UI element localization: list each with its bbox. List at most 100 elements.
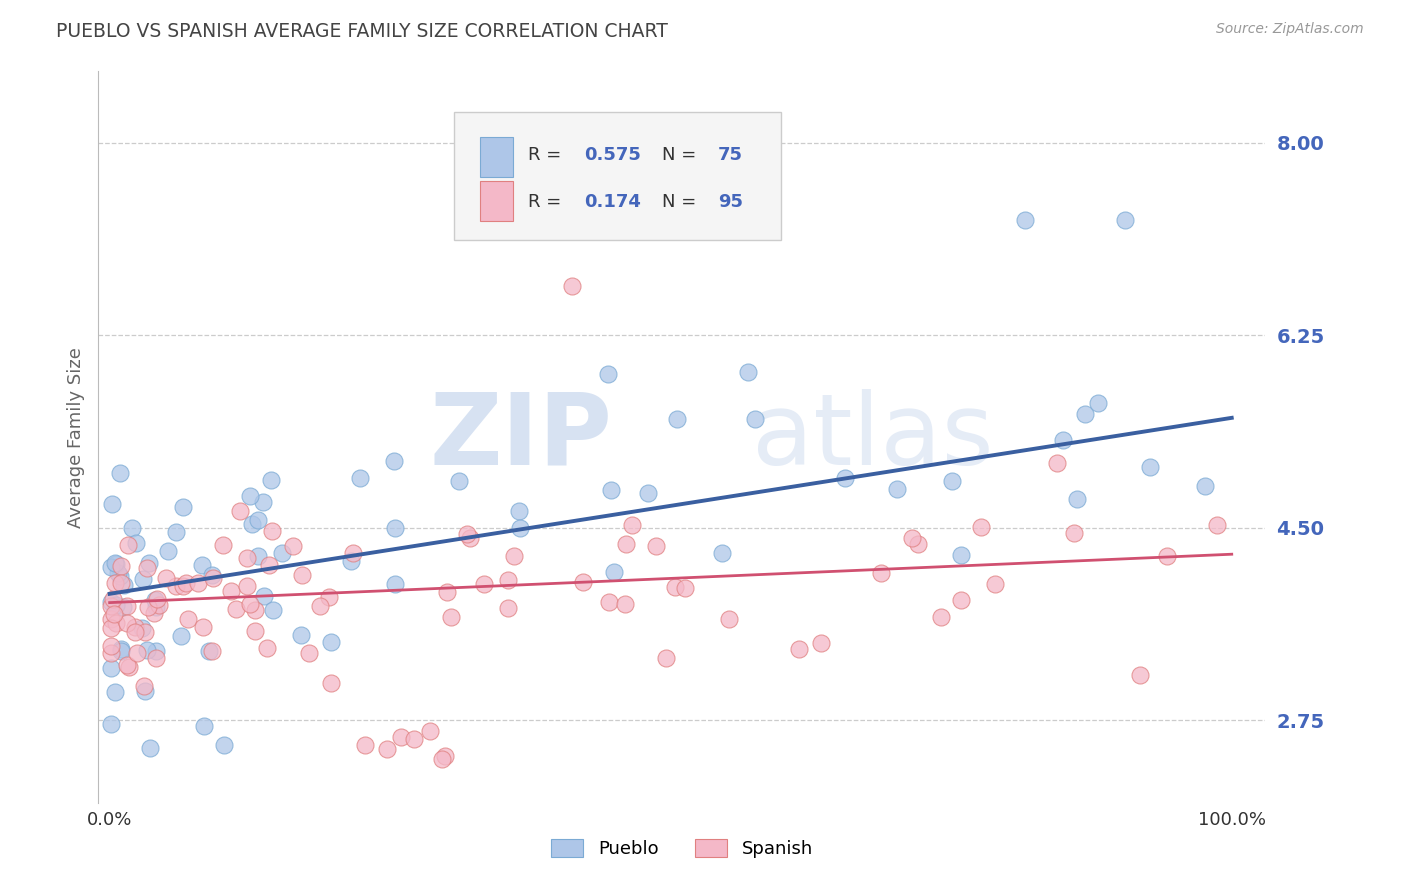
Point [613,597,636,611]
Point [384,577,406,591]
Point [508,503,530,517]
Point [949,592,972,607]
Point [193,719,215,733]
Point [100,622,122,636]
Point [941,474,963,488]
Point [1014,212,1036,227]
Point [105,558,128,572]
Point [252,495,274,509]
Point [637,486,659,500]
Point [148,599,170,613]
Point [124,620,146,634]
Point [614,536,637,550]
Point [419,723,441,738]
Point [136,600,159,615]
Point [291,568,314,582]
Point [929,610,952,624]
Point [132,679,155,693]
Point [155,571,177,585]
Point [787,642,810,657]
Point [1066,492,1088,507]
Point [281,540,304,554]
Point [717,612,740,626]
Point [100,595,122,609]
Point [1087,395,1109,409]
Text: Source: ZipAtlas.com: Source: ZipAtlas.com [1216,22,1364,37]
FancyBboxPatch shape [454,112,782,240]
Point [354,738,377,752]
Point [191,620,214,634]
Point [496,601,519,615]
Point [1052,434,1074,448]
Point [711,546,734,560]
Point [349,471,371,485]
Point [104,615,127,630]
Point [108,466,131,480]
Point [572,574,595,589]
Point [259,558,281,572]
Point [664,580,686,594]
Point [134,684,156,698]
Point [434,749,457,764]
Point [104,576,127,591]
Text: ZIP: ZIP [429,389,612,485]
Point [449,474,471,488]
Point [430,751,453,765]
Point [172,579,194,593]
Point [339,554,361,568]
Text: atlas: atlas [752,389,994,485]
Point [436,584,458,599]
Point [1194,479,1216,493]
Point [134,624,156,639]
Point [645,539,668,553]
Legend: Pueblo, Spanish: Pueblo, Spanish [541,830,823,867]
Point [191,558,214,573]
Point [145,599,167,614]
Point [600,483,623,498]
Point [253,589,276,603]
Point [145,644,167,658]
Point [262,603,284,617]
Point [810,636,832,650]
Point [112,578,135,592]
Point [170,629,193,643]
Point [110,641,132,656]
Point [737,366,759,380]
Point [256,641,278,656]
Point [236,578,259,592]
Text: 75: 75 [718,146,744,164]
Point [101,592,124,607]
Point [225,602,247,616]
Point [984,576,1007,591]
Point [127,646,149,660]
Point [240,516,263,531]
Point [110,576,132,591]
Point [243,624,266,639]
Point [389,730,412,744]
Point [201,644,224,658]
Point [187,575,209,590]
Point [655,650,678,665]
Point [382,454,405,468]
Point [950,549,973,563]
Point [145,650,167,665]
Point [1129,668,1152,682]
Point [115,616,138,631]
Point [174,576,197,591]
Point [456,526,478,541]
Point [198,643,221,657]
Point [136,643,159,657]
Point [246,549,269,563]
Point [157,544,180,558]
Point [1063,526,1085,541]
Point [598,594,620,608]
Point [146,592,169,607]
Point [260,473,283,487]
Point [100,661,122,675]
Point [110,644,132,658]
Point [131,621,153,635]
Point [108,569,131,583]
Point [142,606,165,620]
Point [319,676,342,690]
Point [245,603,267,617]
